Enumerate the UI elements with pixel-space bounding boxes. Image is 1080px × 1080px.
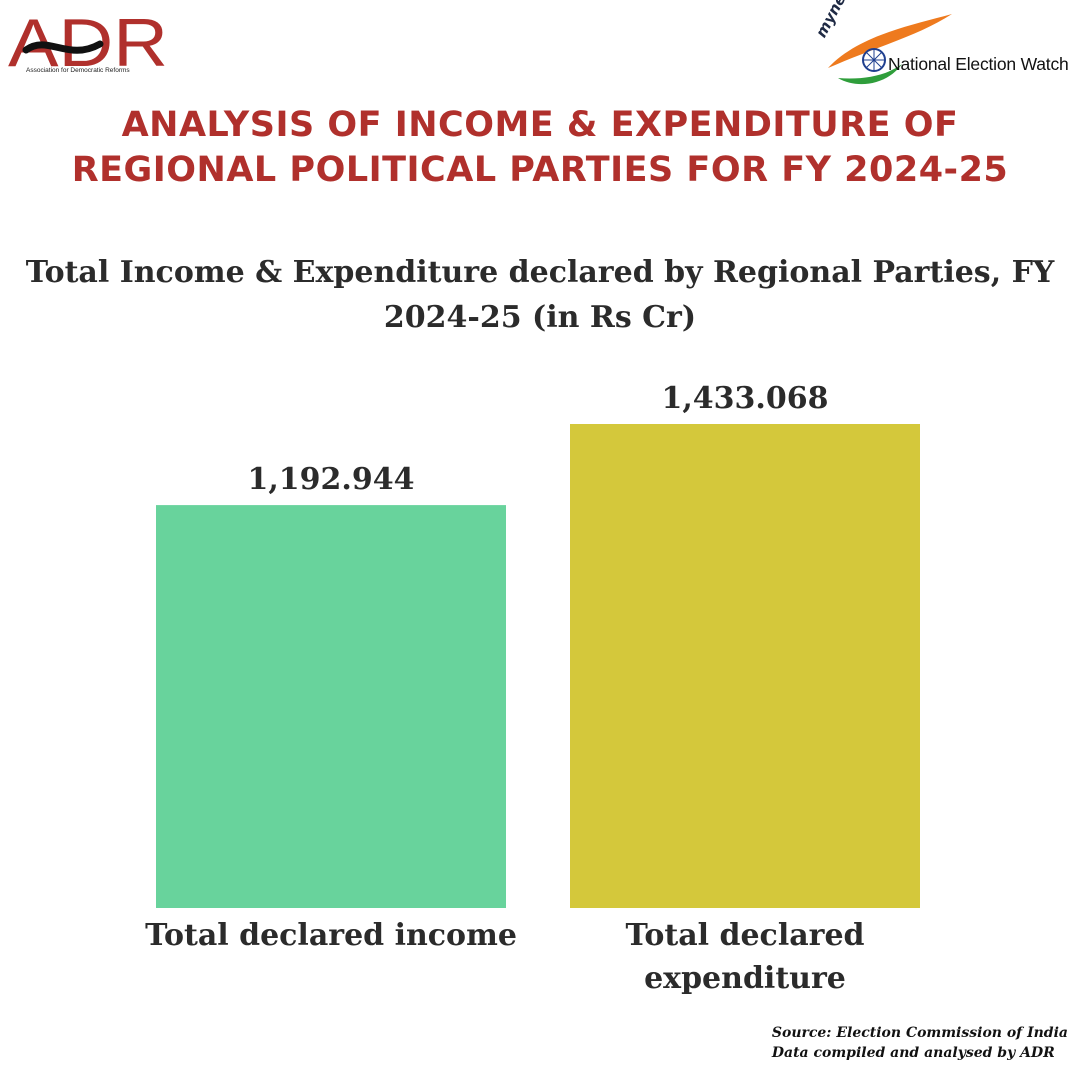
saffron-swoosh-icon — [828, 14, 952, 68]
x-label-income: Total declared income — [145, 918, 517, 953]
source-line: Source: Election Commission of India — [771, 1025, 1068, 1041]
x-label-expenditure: Total declared expenditure — [625, 918, 865, 996]
value-label-income: 1,192.944 — [247, 462, 414, 497]
source-note: Source: Election Commission of India Dat… — [772, 1023, 1068, 1063]
green-swoosh-icon — [838, 64, 902, 85]
adr-tagline: Association for Democratic Reforms — [26, 67, 130, 74]
bar-expenditure — [570, 424, 920, 908]
adr-swoosh-icon — [22, 40, 104, 54]
value-label-expenditure: 1,433.068 — [661, 381, 828, 416]
bar-income — [156, 505, 506, 908]
compiled-line: Data compiled and analysed by ADR — [771, 1045, 1055, 1061]
new-logo-mark — [828, 14, 952, 85]
chart-subtitle: Total Income & Expenditure declared by R… — [25, 255, 1055, 335]
new-logo: myneta.info National Election Watch — [812, 0, 1080, 90]
adr-logo: ADR Association for Democratic Reforms — [8, 10, 170, 82]
adr-logo-text: ADR — [8, 10, 168, 70]
headline: ANALYSIS OF INCOME & EXPENDITURE OF REGI… — [71, 105, 1009, 190]
national-election-watch-text: National Election Watch — [888, 54, 1069, 74]
adr-logo-mark: ADR — [8, 10, 168, 70]
